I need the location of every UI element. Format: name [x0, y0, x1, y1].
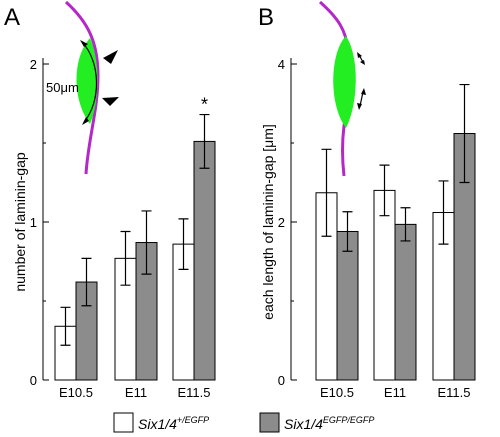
- axes-b: 0 2 4 E10.5 E11 E11.5: [278, 57, 471, 400]
- panel-letter-a: A: [4, 4, 20, 31]
- panel-b: B each length of laminin-gap [μm] 0 2 4 E10…: [258, 0, 476, 400]
- y-tick-label-a-1: 1: [30, 215, 37, 230]
- y-tick-label-a-0: 0: [30, 373, 37, 388]
- scale-arc-a: [81, 41, 98, 123]
- scale-arrowhead-bottom: [82, 117, 89, 125]
- legend-sup-2: EGFP/EGFP: [323, 415, 375, 425]
- bar-group-a: *: [54, 95, 216, 381]
- significance-star: *: [201, 95, 208, 115]
- y-tick-label-b-0: 0: [278, 373, 285, 388]
- arrowhead-marker-top-a: [103, 50, 118, 64]
- error-bar-b-E11.5-s2: [459, 83, 470, 184]
- edge-arrowhead-top-1: [357, 52, 362, 58]
- legend-sup-1: +/EGFP: [177, 415, 209, 425]
- edge-arrow-bottom-b: [359, 91, 364, 107]
- bar-group-b: [315, 83, 476, 381]
- legend-swatch-homozygous: [259, 412, 280, 433]
- panel-a: A number of laminin-gap * 0 1 2 E10.5 E11 E11…: [4, 0, 216, 400]
- bar-b-E11-s1: [373, 189, 396, 381]
- x-tick-label-a-E11.5: E11.5: [177, 385, 210, 400]
- error-bar-b-E11-s1: [379, 164, 390, 217]
- y-tick-label-a-2: 2: [30, 57, 37, 72]
- membrane-curve-a: [64, 0, 100, 175]
- error-bar-b-E11.5-s1: [438, 180, 449, 245]
- x-tick-label-a-E10.5: E10.5: [59, 385, 93, 400]
- x-tick-label-b-E10.5: E10.5: [320, 385, 354, 400]
- axes-a: 0 1 2 E10.5 E11 E11.5: [30, 57, 211, 400]
- error-bar-a-E11.5-s1: [178, 218, 189, 270]
- legend-base-1: Six1/4: [138, 416, 177, 432]
- y-axis-label-a: number of laminin-gap: [12, 152, 28, 292]
- edge-arrowhead-top-2: [360, 60, 365, 65]
- edge-arrowhead-bottom-1: [361, 88, 366, 95]
- legend-label-heterozygous: Six1/4+/EGFP: [138, 415, 209, 432]
- x-tick-label-b-E11.5: E11.5: [437, 385, 470, 400]
- x-tick-label-a-E11: E11: [125, 385, 147, 400]
- error-bar-a-E10.5-s2: [81, 257, 92, 307]
- bar-a-E11.5-s2: [193, 140, 216, 381]
- laminin-gap-shape-b: [333, 36, 356, 128]
- scale-arrowhead-top: [80, 40, 88, 47]
- gap-schematic-b: [319, 0, 366, 177]
- error-bar-a-E11-s2: [141, 210, 152, 275]
- arrowhead-marker-bottom-a: [102, 97, 119, 106]
- bar-b-E11-s2: [394, 223, 417, 381]
- legend-swatch-heterozygous: [113, 412, 134, 433]
- edge-arrowhead-bottom-2: [357, 103, 362, 110]
- bar-b-E10.5-s2: [336, 230, 359, 381]
- panel-letter-b: B: [258, 4, 274, 31]
- x-tick-label-b-E11: E11: [384, 385, 406, 400]
- legend: Six1/4+/EGFP Six1/4EGFP/EGFP: [113, 412, 374, 433]
- legend-base-2: Six1/4: [284, 416, 323, 432]
- error-bar-a-E11-s1: [120, 230, 131, 286]
- error-bar-b-E10.5-s1: [321, 148, 332, 237]
- error-bar-b-E10.5-s2: [342, 211, 353, 252]
- scale-label-50um: 50μm: [46, 80, 79, 95]
- error-bar-b-E11-s2: [400, 207, 411, 242]
- gap-schematic-a: 50μm: [46, 0, 119, 175]
- error-bar-a-E10.5-s1: [60, 306, 71, 346]
- y-axis-label-b: each length of laminin-gap [μm]: [260, 124, 276, 320]
- error-bar-a-E11.5-s2: [199, 113, 210, 169]
- y-tick-label-b-4: 4: [278, 57, 285, 72]
- legend-label-homozygous: Six1/4EGFP/EGFP: [284, 415, 374, 432]
- y-tick-label-b-2: 2: [278, 215, 285, 230]
